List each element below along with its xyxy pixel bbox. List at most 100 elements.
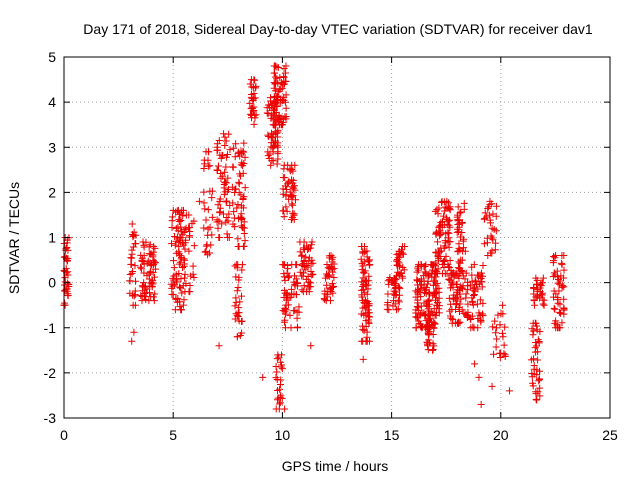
- data-point: [140, 269, 148, 277]
- data-point: [432, 228, 440, 236]
- data-point: [305, 244, 313, 252]
- data-point: [440, 244, 448, 252]
- data-point: [493, 335, 501, 343]
- data-point: [307, 279, 315, 287]
- data-point: [283, 261, 291, 269]
- data-point: [458, 229, 466, 237]
- data-point: [248, 83, 256, 91]
- data-point: [296, 248, 304, 256]
- data-point: [393, 257, 401, 265]
- data-point: [444, 204, 452, 212]
- data-point: [208, 213, 216, 221]
- data-point: [460, 199, 468, 207]
- data-point: [492, 212, 500, 220]
- data-point: [271, 133, 279, 141]
- data-point: [469, 286, 477, 294]
- data-point: [366, 256, 374, 264]
- data-point: [553, 267, 561, 275]
- data-point: [552, 317, 560, 325]
- data-point: [365, 309, 373, 317]
- x-tick-labels: 0 5 10 15 20 25: [60, 427, 618, 443]
- data-point: [233, 204, 241, 212]
- data-point: [364, 316, 372, 324]
- y-tick-label: -1: [44, 320, 57, 336]
- data-point: [208, 187, 216, 195]
- data-point: [474, 315, 482, 323]
- data-point: [267, 97, 275, 105]
- x-tick-label: 5: [169, 427, 177, 443]
- data-point: [479, 312, 487, 320]
- data-point: [230, 208, 238, 216]
- data-point: [413, 313, 421, 321]
- data-point: [537, 291, 545, 299]
- data-point: [550, 304, 558, 312]
- data-point: [246, 80, 254, 88]
- data-point: [169, 282, 177, 290]
- data-point: [560, 305, 568, 313]
- data-point: [230, 144, 238, 152]
- data-point: [323, 270, 331, 278]
- data-point: [432, 281, 440, 289]
- data-point: [395, 270, 403, 278]
- data-point: [391, 300, 399, 308]
- data-point: [394, 305, 402, 313]
- data-point: [559, 282, 567, 290]
- data-point: [185, 232, 193, 240]
- data-point: [279, 174, 287, 182]
- data-point: [216, 209, 224, 217]
- data-point: [206, 223, 214, 231]
- data-point: [151, 244, 159, 252]
- data-point: [176, 284, 184, 292]
- data-point: [391, 284, 399, 292]
- data-point: [441, 237, 449, 245]
- data-point: [489, 323, 497, 331]
- data-point: [282, 104, 290, 112]
- data-point: [491, 317, 499, 325]
- data-point: [282, 182, 290, 190]
- data-point: [280, 270, 288, 278]
- data-point: [63, 239, 71, 247]
- data-point: [276, 116, 284, 124]
- axis-ticks: [63, 56, 611, 419]
- data-point: [215, 137, 223, 145]
- data-point: [189, 270, 197, 278]
- data-point: [413, 276, 421, 284]
- data-point: [305, 283, 313, 291]
- data-point: [444, 217, 452, 225]
- data-point: [328, 265, 336, 273]
- data-point: [536, 281, 544, 289]
- data-point: [425, 307, 433, 315]
- data-point: [481, 209, 489, 217]
- data-point: [431, 207, 439, 215]
- data-point: [469, 323, 477, 331]
- y-tick-label: 1: [48, 230, 56, 246]
- data-point: [138, 282, 146, 290]
- data-point: [204, 162, 212, 170]
- data-point: [289, 201, 297, 209]
- data-point: [177, 306, 185, 314]
- data-point: [532, 339, 540, 347]
- data-point: [490, 350, 498, 358]
- data-point: [233, 333, 241, 341]
- data-point: [297, 252, 305, 260]
- data-point: [246, 99, 254, 107]
- data-point: [273, 376, 281, 384]
- data-point: [475, 309, 483, 317]
- data-point: [468, 294, 476, 302]
- data-point: [189, 262, 197, 270]
- data-point: [284, 301, 292, 309]
- data-point: [272, 363, 280, 371]
- data-point: [201, 248, 209, 256]
- data-point: [174, 206, 182, 214]
- data-point: [532, 390, 540, 398]
- data-point: [497, 310, 505, 318]
- data-point: [274, 139, 282, 147]
- data-point: [247, 76, 255, 84]
- data-point: [305, 254, 313, 262]
- data-point: [214, 201, 222, 209]
- data-point: [530, 365, 538, 373]
- data-point: [237, 147, 245, 155]
- data-point: [394, 268, 402, 276]
- data-point: [180, 229, 188, 237]
- data-point: [207, 241, 215, 249]
